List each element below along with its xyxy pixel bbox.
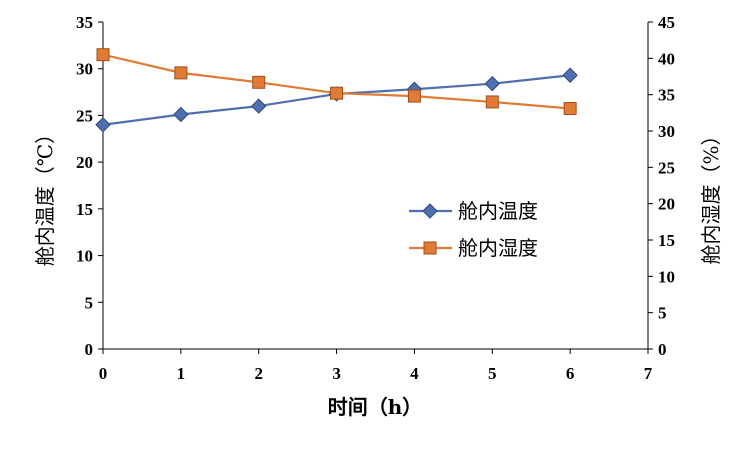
humidity-data-point: [563, 101, 577, 115]
series-layer: [95, 48, 578, 133]
x-tick-label: 0: [99, 364, 108, 383]
right-y-tick-label: 0: [658, 340, 667, 359]
right-y-tick-label: 10: [658, 267, 675, 286]
humidity-data-point: [485, 95, 499, 109]
left-y-tick-label: 30: [76, 60, 93, 79]
right-y-tick-label: 35: [658, 86, 675, 105]
humidity-data-point: [252, 75, 266, 89]
humidity-legend-label: 舱内湿度: [458, 236, 538, 260]
temperature-data-point: [562, 67, 578, 83]
humidity-legend-marker: [423, 241, 437, 255]
x-tick-label: 5: [488, 364, 497, 383]
right-y-tick-label: 20: [658, 195, 675, 214]
right-y-tick-label: 15: [658, 231, 675, 250]
left-y-tick-label: 10: [76, 247, 93, 266]
left-y-tick-label: 5: [85, 293, 94, 312]
humidity-data-point: [96, 48, 110, 62]
left-y-tick-label: 35: [76, 13, 93, 32]
right-y-tick-label: 45: [658, 13, 675, 32]
right-y-tick-label: 5: [658, 304, 667, 323]
right-y-tick-label: 40: [658, 49, 675, 68]
left-y-tick-label: 15: [76, 200, 93, 219]
temperature-legend-marker: [422, 203, 438, 219]
humidity-data-point: [407, 89, 421, 103]
temperature-data-point: [95, 117, 111, 133]
left-y-tick-label: 25: [76, 106, 93, 125]
x-tick-label: 1: [177, 364, 186, 383]
left-y-tick-label: 20: [76, 153, 93, 172]
right-y-axis-title: 舱内湿度（%）: [699, 125, 723, 264]
x-axis-title: 时间（h）: [328, 395, 423, 419]
temperature-legend-label: 舱内温度: [458, 199, 538, 223]
temperature-data-point: [484, 75, 500, 92]
x-tick-label: 2: [254, 364, 263, 383]
right-y-tick-label: 25: [658, 158, 675, 177]
right-y-tick-label: 30: [658, 122, 675, 141]
x-tick-label: 6: [566, 364, 575, 383]
x-tick-label: 4: [410, 364, 419, 383]
left-y-tick-label: 0: [85, 340, 94, 359]
axes: [98, 21, 653, 354]
temperature-data-point: [173, 106, 189, 123]
humidity-data-point: [174, 66, 188, 80]
temperature-data-point: [251, 98, 267, 114]
x-tick-label: 3: [332, 364, 341, 383]
humidity-data-point: [330, 86, 344, 100]
x-tick-label: 7: [644, 364, 653, 383]
left-y-axis-title: 舱内温度（℃）: [33, 124, 57, 266]
